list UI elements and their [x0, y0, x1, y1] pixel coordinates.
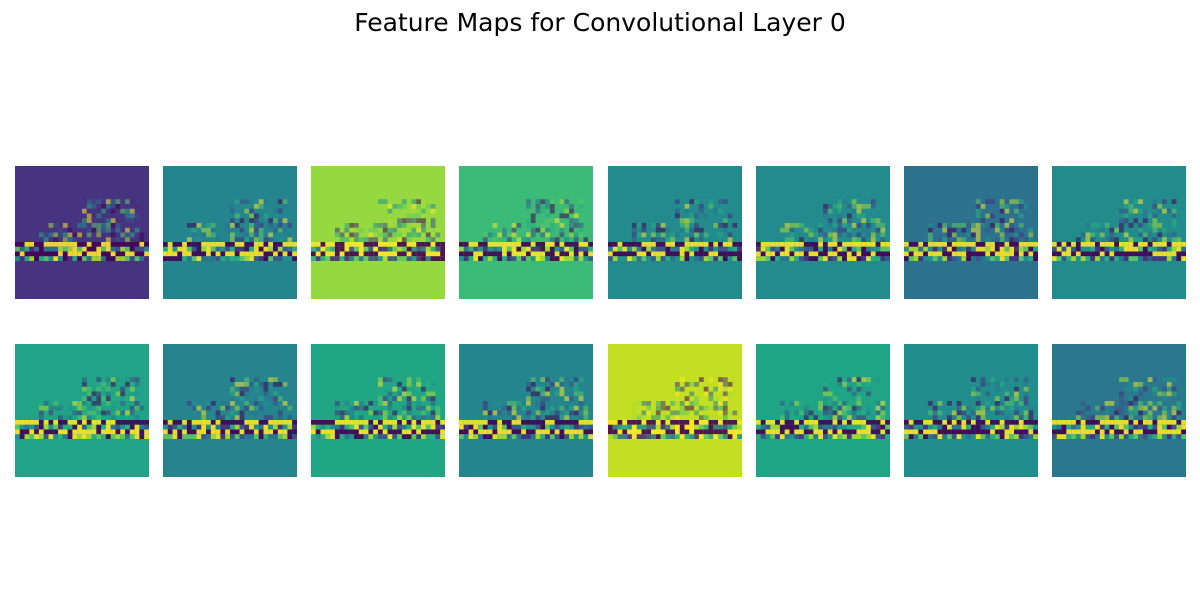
feature-map-12 [608, 344, 742, 477]
feature-map-image [904, 377, 1038, 439]
feature-map-5 [756, 166, 890, 299]
feature-map-image [608, 377, 742, 439]
feature-map-image [15, 199, 149, 261]
feature-map-image [1052, 377, 1186, 439]
feature-map-0 [15, 166, 149, 299]
feature-map-1 [163, 166, 297, 299]
feature-map-2 [311, 166, 445, 299]
feature-map-13 [756, 344, 890, 477]
feature-map-image [608, 199, 742, 261]
feature-map-8 [15, 344, 149, 477]
feature-map-image [163, 199, 297, 261]
feature-map-image [311, 377, 445, 439]
feature-map-image [311, 199, 445, 261]
feature-map-7 [1052, 166, 1186, 299]
feature-map-image [459, 199, 593, 261]
feature-map-14 [904, 344, 1038, 477]
feature-map-image [15, 377, 149, 439]
figure-title: Feature Maps for Convolutional Layer 0 [354, 8, 846, 37]
feature-map-image [756, 377, 890, 439]
feature-map-image [163, 377, 297, 439]
feature-map-15 [1052, 344, 1186, 477]
feature-map-image [1052, 199, 1186, 261]
feature-map-image [459, 377, 593, 439]
feature-map-3 [459, 166, 593, 299]
feature-map-4 [608, 166, 742, 299]
feature-map-11 [459, 344, 593, 477]
feature-map-10 [311, 344, 445, 477]
feature-map-6 [904, 166, 1038, 299]
feature-map-9 [163, 344, 297, 477]
feature-map-image [756, 199, 890, 261]
feature-map-image [904, 199, 1038, 261]
